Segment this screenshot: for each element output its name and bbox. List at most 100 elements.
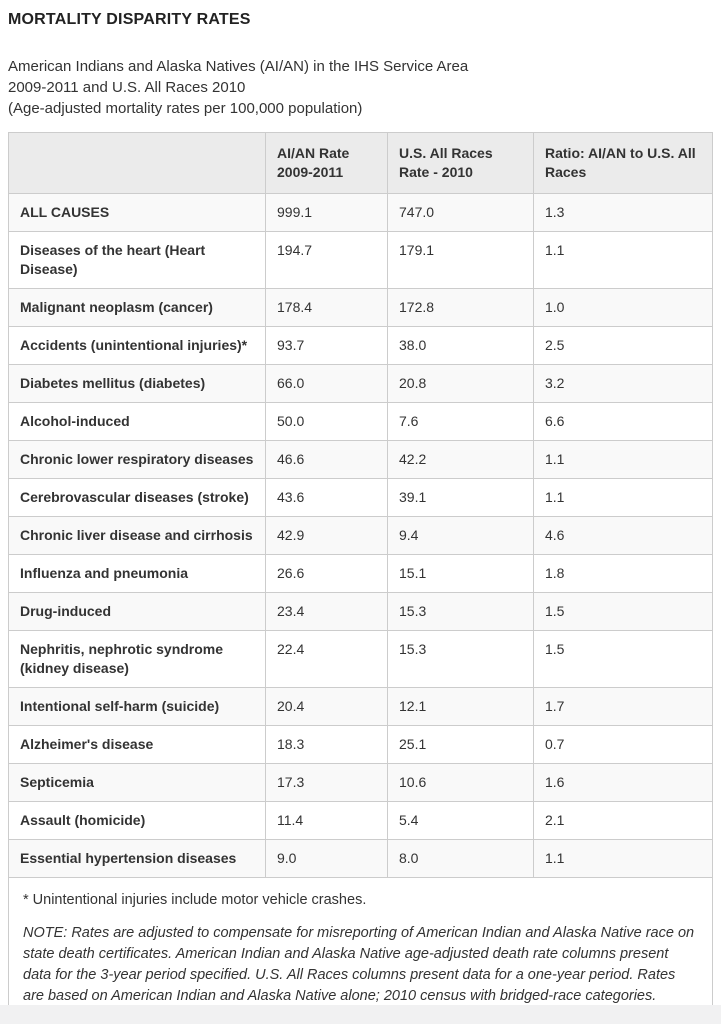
table-row: Diseases of the heart (Heart Disease) 19… [8, 231, 713, 289]
aian-rate-cell: 18.3 [265, 725, 388, 764]
table-row: Malignant neoplasm (cancer) 178.4 172.8 … [8, 288, 713, 327]
us-rate-cell: 25.1 [387, 725, 534, 764]
cause-cell: Nephritis, nephrotic syndrome (kidney di… [8, 630, 266, 688]
ratio-cell: 1.0 [533, 288, 713, 327]
us-rate-cell: 39.1 [387, 478, 534, 517]
ratio-cell: 1.5 [533, 630, 713, 688]
header-row: AI/AN Rate 2009-2011 U.S. All Races Rate… [8, 132, 713, 194]
page-subtitle: American Indians and Alaska Natives (AI/… [8, 56, 713, 119]
ratio-cell: 1.5 [533, 592, 713, 631]
us-rate-cell: 747.0 [387, 193, 534, 232]
ratio-cell: 1.1 [533, 231, 713, 289]
aian-rate-cell: 194.7 [265, 231, 388, 289]
ratio-cell: 6.6 [533, 402, 713, 441]
table-footer-cell: * Unintentional injuries include motor v… [8, 877, 713, 1020]
cause-cell: Septicemia [8, 763, 266, 802]
aian-rate-cell: 93.7 [265, 326, 388, 365]
cause-cell: Assault (homicide) [8, 801, 266, 840]
us-rate-cell: 42.2 [387, 440, 534, 479]
ratio-cell: 1.1 [533, 478, 713, 517]
aian-rate-cell: 43.6 [265, 478, 388, 517]
us-rate-cell: 10.6 [387, 763, 534, 802]
aian-rate-cell: 26.6 [265, 554, 388, 593]
cause-cell: Accidents (unintentional injuries)* [8, 326, 266, 365]
table-row: Diabetes mellitus (diabetes) 66.0 20.8 3… [8, 364, 713, 403]
ratio-cell: 1.3 [533, 193, 713, 232]
cause-cell: Influenza and pneumonia [8, 554, 266, 593]
ratio-cell: 1.1 [533, 440, 713, 479]
table-row: ALL CAUSES 999.1 747.0 1.3 [8, 193, 713, 232]
us-rate-cell: 15.3 [387, 630, 534, 688]
table-body: ALL CAUSES 999.1 747.0 1.3 Diseases of t… [8, 193, 713, 1020]
ratio-cell: 2.1 [533, 801, 713, 840]
note-text: NOTE: Rates are adjusted to compensate f… [23, 925, 695, 1004]
ratio-cell: 4.6 [533, 516, 713, 555]
table-row: Accidents (unintentional injuries)* 93.7… [8, 326, 713, 365]
subtitle-line-1: American Indians and Alaska Natives (AI/… [8, 58, 469, 75]
us-rate-cell: 38.0 [387, 326, 534, 365]
cause-cell: Malignant neoplasm (cancer) [8, 288, 266, 327]
page-background-strip [0, 1005, 721, 1024]
aian-rate-cell: 11.4 [265, 801, 388, 840]
us-rate-cell: 15.1 [387, 554, 534, 593]
column-header-ratio: Ratio: AI/AN to U.S. All Races [533, 132, 713, 194]
cause-cell: Alcohol-induced [8, 402, 266, 441]
cause-cell: Diseases of the heart (Heart Disease) [8, 231, 266, 289]
table-header: AI/AN Rate 2009-2011 U.S. All Races Rate… [8, 132, 713, 194]
us-rate-cell: 172.8 [387, 288, 534, 327]
ratio-cell: 1.1 [533, 839, 713, 878]
aian-rate-cell: 46.6 [265, 440, 388, 479]
table-footer-row: * Unintentional injuries include motor v… [8, 877, 713, 1020]
us-rate-cell: 20.8 [387, 364, 534, 403]
table-row: Chronic liver disease and cirrhosis 42.9… [8, 516, 713, 555]
aian-rate-cell: 9.0 [265, 839, 388, 878]
table-row: Nephritis, nephrotic syndrome (kidney di… [8, 630, 713, 688]
us-rate-cell: 15.3 [387, 592, 534, 631]
us-rate-cell: 12.1 [387, 687, 534, 726]
aian-rate-cell: 20.4 [265, 687, 388, 726]
table-row: Essential hypertension diseases 9.0 8.0 … [8, 839, 713, 878]
table-row: Alzheimer's disease 18.3 25.1 0.7 [8, 725, 713, 764]
cause-cell: Alzheimer's disease [8, 725, 266, 764]
aian-rate-cell: 42.9 [265, 516, 388, 555]
ratio-cell: 0.7 [533, 725, 713, 764]
aian-rate-cell: 66.0 [265, 364, 388, 403]
us-rate-cell: 179.1 [387, 231, 534, 289]
ratio-cell: 1.8 [533, 554, 713, 593]
table-row: Intentional self-harm (suicide) 20.4 12.… [8, 687, 713, 726]
table-row: Drug-induced 23.4 15.3 1.5 [8, 592, 713, 631]
us-rate-cell: 9.4 [387, 516, 534, 555]
cause-cell: Cerebrovascular diseases (stroke) [8, 478, 266, 517]
cause-cell: ALL CAUSES [8, 193, 266, 232]
subtitle-line-2: 2009-2011 and U.S. All Races 2010 [8, 79, 246, 96]
ratio-cell: 3.2 [533, 364, 713, 403]
footnote-text: * Unintentional injuries include motor v… [23, 892, 367, 908]
ratio-cell: 2.5 [533, 326, 713, 365]
cause-cell: Essential hypertension diseases [8, 839, 266, 878]
cause-cell: Chronic lower respiratory diseases [8, 440, 266, 479]
us-rate-cell: 5.4 [387, 801, 534, 840]
page-title: MORTALITY DISPARITY RATES [8, 11, 251, 28]
aian-rate-cell: 999.1 [265, 193, 388, 232]
table-row: Chronic lower respiratory diseases 46.6 … [8, 440, 713, 479]
cause-cell: Intentional self-harm (suicide) [8, 687, 266, 726]
column-header-aian-rate: AI/AN Rate 2009-2011 [265, 132, 388, 194]
column-header-us-rate: U.S. All Races Rate - 2010 [387, 132, 534, 194]
aian-rate-cell: 178.4 [265, 288, 388, 327]
aian-rate-cell: 22.4 [265, 630, 388, 688]
ratio-cell: 1.7 [533, 687, 713, 726]
aian-rate-cell: 17.3 [265, 763, 388, 802]
table-row: Alcohol-induced 50.0 7.6 6.6 [8, 402, 713, 441]
subtitle-line-3: (Age-adjusted mortality rates per 100,00… [8, 100, 363, 117]
table-row: Cerebrovascular diseases (stroke) 43.6 3… [8, 478, 713, 517]
us-rate-cell: 7.6 [387, 402, 534, 441]
cause-cell: Chronic liver disease and cirrhosis [8, 516, 266, 555]
table-row: Influenza and pneumonia 26.6 15.1 1.8 [8, 554, 713, 593]
aian-rate-cell: 23.4 [265, 592, 388, 631]
aian-rate-cell: 50.0 [265, 402, 388, 441]
cause-cell: Drug-induced [8, 592, 266, 631]
column-header-cause [8, 132, 266, 194]
us-rate-cell: 8.0 [387, 839, 534, 878]
